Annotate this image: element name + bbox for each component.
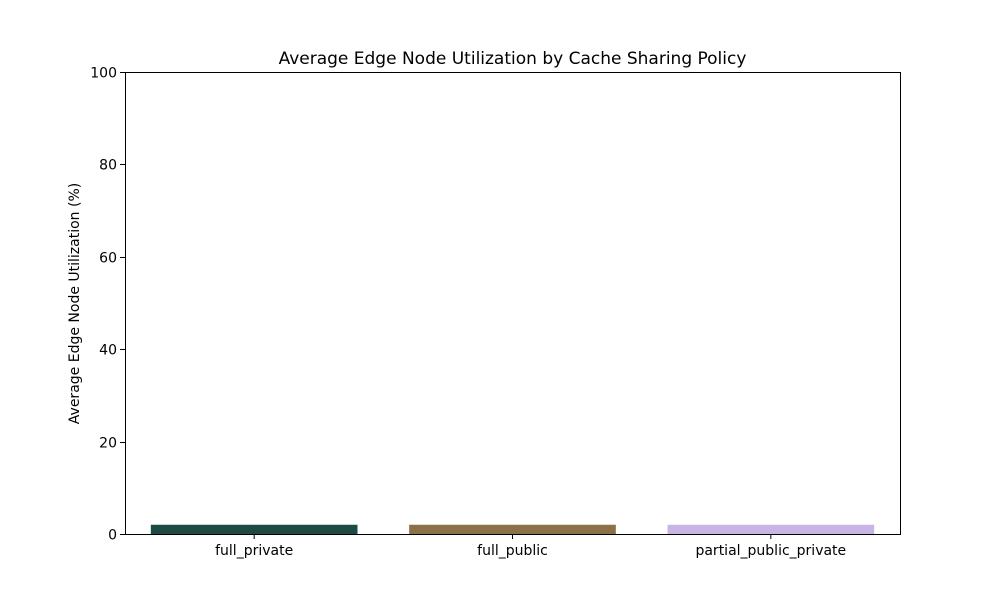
y-tick-label: 60 <box>99 251 117 267</box>
x-tick-label: full_public <box>477 543 548 559</box>
bar-full-public <box>409 524 616 534</box>
y-tick-label: 40 <box>99 343 117 359</box>
y-tick-label: 100 <box>90 66 117 82</box>
x-tick-label: full_private <box>215 543 293 559</box>
y-axis-label: Average Edge Node Utilization (%) <box>67 183 83 424</box>
y-tick-label: 80 <box>99 158 117 174</box>
bars-group <box>150 524 875 534</box>
plot-frame <box>125 72 901 535</box>
x-tick-label: partial_public_private <box>695 543 846 559</box>
x-axis: full_private full_public partial_public_pr… <box>215 534 846 559</box>
bar-full-private <box>150 524 358 534</box>
y-tick-label: 0 <box>108 528 117 544</box>
y-axis: 0 20 40 60 80 100 <box>90 66 125 544</box>
y-tick-label: 20 <box>99 436 117 452</box>
chart-title: Average Edge Node Utilization by Cache S… <box>279 49 747 69</box>
bar-partial-public-private <box>667 524 875 534</box>
